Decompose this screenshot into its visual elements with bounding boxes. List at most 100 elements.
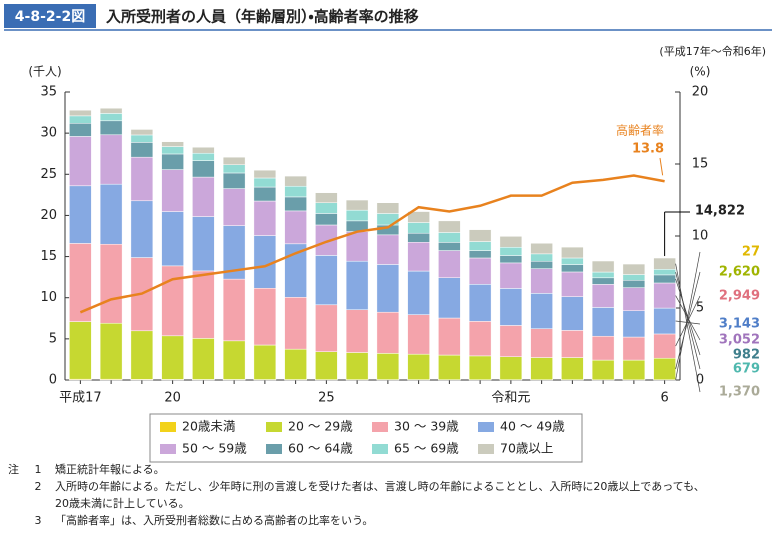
bar-segment [161, 169, 184, 212]
bar-segment [192, 176, 215, 217]
bar-segment [622, 287, 646, 311]
line-pointer [659, 157, 664, 176]
bar-segment [69, 185, 92, 244]
bar-segment [530, 328, 553, 358]
bar-segment [591, 307, 615, 337]
bar-segment [284, 175, 307, 187]
notes-heading: 注 [8, 463, 19, 476]
bar-segment [345, 352, 369, 380]
legend-label: 70歳以上 [500, 441, 553, 456]
label-leader [675, 278, 701, 356]
bar-segment [561, 330, 584, 358]
bar-segment [438, 232, 461, 243]
bar-segment [407, 314, 430, 355]
bar-segment [499, 325, 523, 357]
bar-segment [315, 304, 338, 352]
y-tick-label: 30 [40, 126, 57, 141]
bar-segment [499, 236, 523, 248]
bar-segment [161, 146, 184, 155]
bar-segment [253, 169, 277, 179]
bar-segment [622, 280, 646, 288]
bar-segment [376, 234, 400, 265]
bar-segment [591, 260, 615, 273]
value-label: 2,620 [719, 265, 760, 280]
note-number: 2 [35, 480, 42, 493]
bar-segment [468, 250, 492, 259]
bar-segment [284, 185, 307, 198]
bar-segment [284, 348, 307, 380]
label-leader [675, 272, 701, 370]
bar-segment [161, 335, 184, 380]
bar-segment [622, 274, 646, 281]
bar-segment [530, 293, 553, 329]
bar-segment [99, 243, 123, 324]
legend-label: 40 ～ 49歳 [500, 419, 565, 434]
bar-segment [99, 183, 123, 245]
note-text: 20歳未満に計上している。 [55, 496, 190, 510]
legend-label: 20 ～ 29歳 [288, 419, 353, 434]
bar-segment [99, 113, 123, 122]
bar-segment [438, 354, 461, 381]
bar-segment [499, 262, 523, 289]
bar-segment [315, 202, 338, 214]
note-text: 入所時の年齢による。ただし、少年時に刑の言渡しを受けた者は、言渡し時の年齢による… [55, 479, 705, 493]
bar-segment [253, 344, 277, 380]
y-tick-label: 20 [40, 208, 57, 223]
bar-segment [407, 211, 430, 223]
bar-segment [376, 202, 400, 214]
bar-segment [192, 160, 215, 178]
legend-swatch [372, 422, 388, 432]
bar-segment [591, 335, 615, 361]
bar-segment [499, 356, 523, 381]
bar-segment [530, 268, 553, 294]
bar-segment [468, 241, 492, 251]
legend-label: 30 ～ 39歳 [394, 419, 459, 434]
bar-segment [653, 333, 676, 359]
value-label: 679 [733, 362, 760, 377]
bar-segment [69, 136, 92, 187]
bar-segment [284, 210, 307, 245]
bar-segment [253, 177, 277, 188]
bar-segment [161, 153, 184, 170]
value-label: 1,370 [719, 385, 760, 400]
legend-swatch [478, 444, 494, 454]
bar-segment [561, 271, 584, 297]
y-tick-label: 5 [49, 331, 57, 346]
bar-segment [69, 115, 92, 124]
bar-segment [345, 231, 369, 262]
bar-segment [69, 123, 92, 137]
y-tick-label: 25 [40, 167, 57, 182]
bar-segment [468, 229, 492, 242]
x-tick-label: 20 [164, 391, 181, 406]
bar-segment [653, 269, 676, 276]
bar-segment [499, 288, 523, 326]
total-label: 14,822 [695, 204, 745, 219]
x-tick-label: 6 [660, 391, 668, 406]
bar-segment [69, 109, 92, 117]
value-label: 2,949 [719, 289, 760, 304]
line-end-label: 13.8 [632, 142, 664, 157]
y2-tick-label: 15 [692, 157, 709, 172]
bar-segment [622, 359, 646, 381]
bar-segment [161, 265, 184, 337]
bar-segment [438, 317, 461, 356]
bar-segment [468, 257, 492, 285]
note-text: 「高齢者率」は、入所受刑者総数に占める高齢者の比率をいう。 [55, 513, 373, 527]
bar-segment [130, 142, 154, 158]
legend-swatch [266, 422, 282, 432]
bar-segment [284, 243, 307, 298]
bar-segment [222, 164, 246, 174]
bar-segment [591, 271, 615, 279]
y-tick-label: 10 [40, 290, 57, 305]
x-tick-label: 令和元 [491, 391, 530, 406]
bar-segment [407, 353, 430, 380]
y2-tick-label: 10 [692, 229, 709, 244]
bar-segment [99, 120, 123, 136]
bar-segment [130, 129, 154, 136]
y-tick-label: 15 [40, 249, 57, 264]
bar-segment [345, 199, 369, 211]
bar-segment [99, 107, 123, 114]
bar-segment [130, 156, 154, 202]
bar-segment [653, 307, 676, 335]
bar-segment [222, 340, 246, 380]
